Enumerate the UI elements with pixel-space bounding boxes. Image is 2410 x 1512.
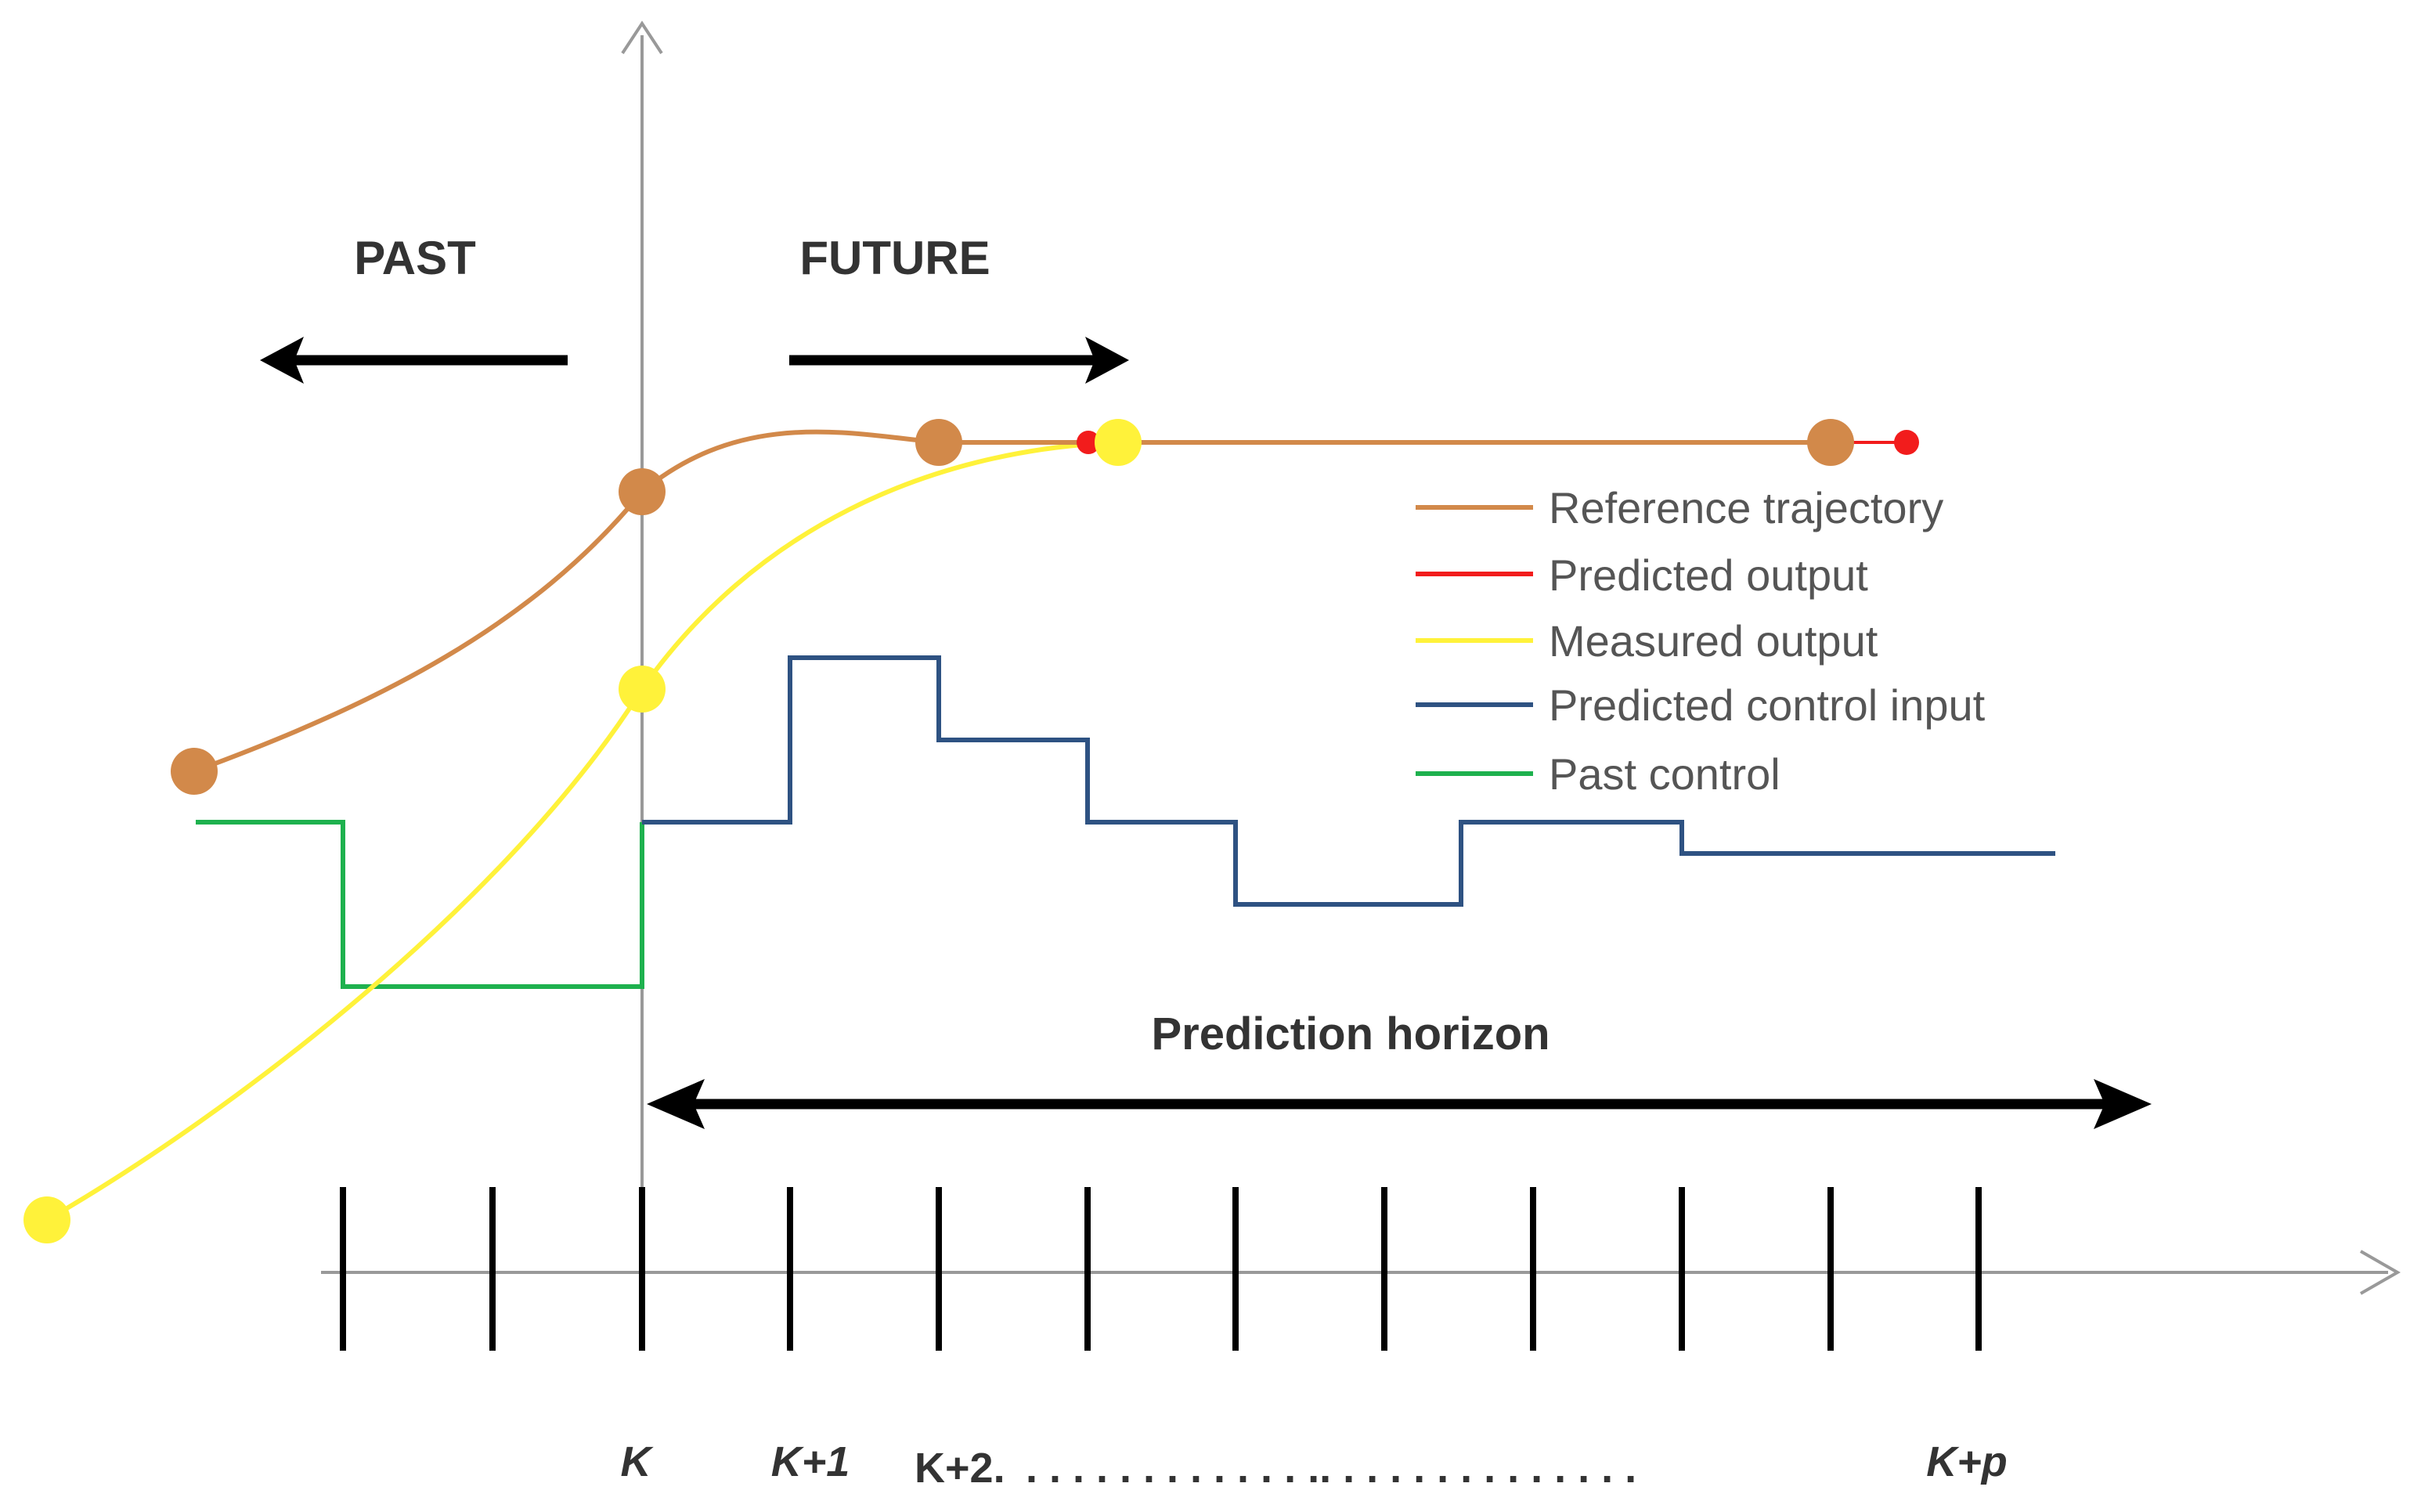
legend-label-reference-trajectory: Reference trajectory <box>1549 483 1943 532</box>
past-arrow-head <box>260 337 304 384</box>
measured-output-point <box>23 1196 70 1243</box>
reference-trajectory-point <box>619 468 666 515</box>
time-axis-arrowhead <box>2360 1250 2401 1295</box>
prediction-horizon-arrow-left-head <box>647 1079 705 1129</box>
reference-trajectory-point <box>915 419 962 466</box>
legend-label-predicted-control-input: Predicted control input <box>1549 680 1986 730</box>
measured-output-point <box>1095 419 1142 466</box>
present-time-axis-arrowhead <box>621 20 663 55</box>
legend-label-past-control: Past control <box>1549 749 1780 799</box>
future-label: FUTURE <box>799 232 990 284</box>
predicted-control-input-line <box>642 655 2055 907</box>
reference-trajectory-curve <box>193 429 1831 774</box>
prediction-horizon-arrow-right-head <box>2094 1079 2152 1129</box>
tick-label-k-plus-1: K+1 <box>771 1438 850 1485</box>
tick-label-k-plus-p: K+p <box>1926 1438 2008 1485</box>
past-control-line <box>196 820 644 989</box>
future-arrow-head <box>1085 337 1129 384</box>
tick-label-dots: . . . . . . . . . . . . .. . . . . . . .… <box>1026 1445 1636 1492</box>
reference-trajectory-point <box>171 748 218 795</box>
prediction-horizon-label: Prediction horizon <box>1151 1009 1550 1059</box>
time-ticks <box>340 1187 1982 1351</box>
measured-output-curve <box>45 440 1119 1222</box>
measured-output-point <box>619 666 666 713</box>
legend-label-predicted-output: Predicted output <box>1549 550 1868 600</box>
legend-label-measured-output: Measured output <box>1549 616 1878 666</box>
tick-label-k-plus-2: K+2. <box>915 1445 1005 1492</box>
reference-trajectory-point <box>1807 419 1854 466</box>
tick-label-k: K <box>621 1438 655 1485</box>
legend: Reference trajectory Predicted output Me… <box>1416 483 1986 799</box>
predicted-output-end-point <box>1894 430 1919 455</box>
past-label: PAST <box>354 232 476 284</box>
predicted-output-point <box>1077 431 1100 454</box>
